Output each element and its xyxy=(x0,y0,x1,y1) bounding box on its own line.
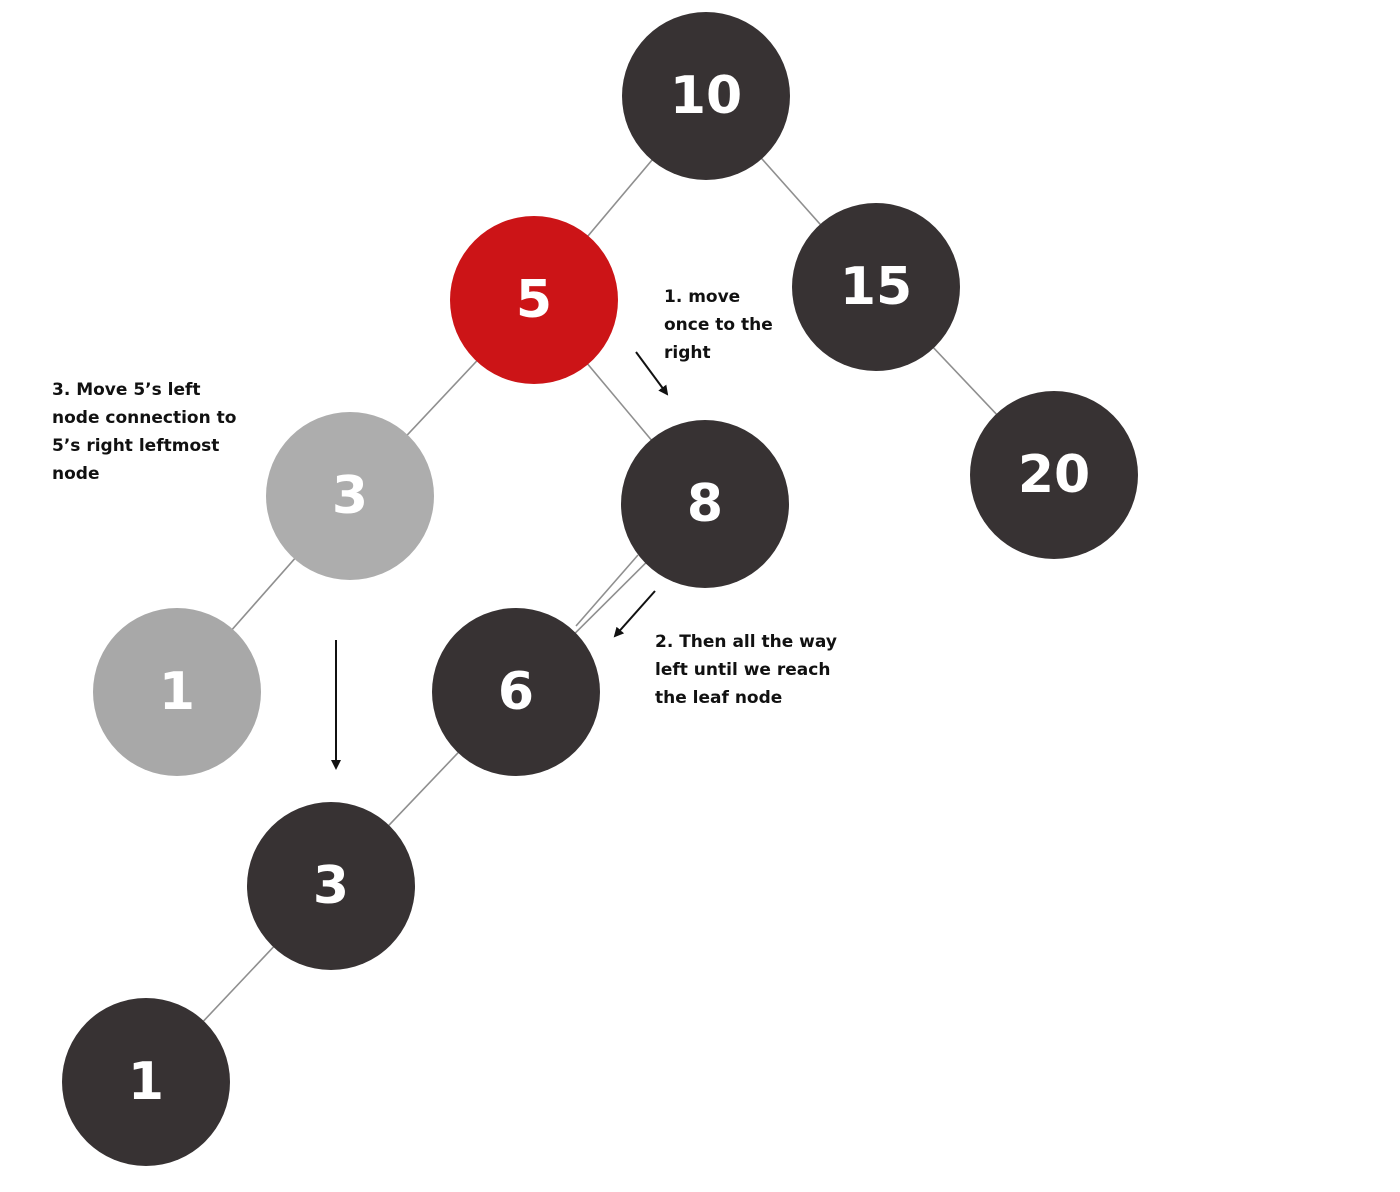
node-20-label: 20 xyxy=(1018,445,1090,505)
step3-line-2: node connection to xyxy=(52,408,236,428)
step1-line-1: 1. move xyxy=(664,287,740,307)
node-3-new-circle xyxy=(247,802,415,970)
step2-line-3: the leaf node xyxy=(655,688,782,708)
step2-annotation: 2. Then all the way left until we reach … xyxy=(655,632,837,708)
step1-arrow xyxy=(635,351,669,396)
step3-line-4: node xyxy=(52,464,99,484)
step3-annotation: 3. Move 5’s left node connection to 5’s … xyxy=(52,380,236,484)
step1-line-3: right xyxy=(664,343,711,363)
step1-annotation: 1. move once to the right xyxy=(664,287,773,363)
step2-line-1: 2. Then all the way xyxy=(655,632,837,652)
step1-line-2: once to the xyxy=(664,315,773,335)
node-6-label: 6 xyxy=(498,662,534,722)
node-10-label: 10 xyxy=(670,66,742,126)
node-15-circle xyxy=(792,203,960,371)
node-1-old-label: 1 xyxy=(159,662,195,722)
edge-8-6-outline xyxy=(575,554,639,627)
step2-arrow xyxy=(613,590,656,638)
node-6-circle xyxy=(432,608,600,776)
node-3-old-label: 3 xyxy=(332,466,368,526)
node-8: 8 xyxy=(621,420,789,588)
node-15: 15 xyxy=(792,203,960,371)
node-3-new-label: 3 xyxy=(313,856,349,916)
node-15-label: 15 xyxy=(840,257,912,317)
node-8-circle xyxy=(621,420,789,588)
node-1-old-circle xyxy=(93,608,261,776)
node-5-label: 5 xyxy=(516,270,552,330)
node-10-circle xyxy=(622,12,790,180)
node-1-new: 1 xyxy=(62,998,230,1166)
node-6: 6 xyxy=(432,608,600,776)
node-5: 5 xyxy=(450,216,618,384)
step3-line-1: 3. Move 5’s left xyxy=(52,380,201,400)
node-3-old-circle xyxy=(266,412,434,580)
node-8-label: 8 xyxy=(687,474,723,534)
node-3-new: 3 xyxy=(247,802,415,970)
node-10: 10 xyxy=(622,12,790,180)
node-1-new-circle xyxy=(62,998,230,1166)
step2-line-2: left until we reach xyxy=(655,660,830,680)
node-1-new-label: 1 xyxy=(128,1052,164,1112)
node-5-circle xyxy=(450,216,618,384)
node-3-old: 3 xyxy=(266,412,434,580)
node-20: 20 xyxy=(970,391,1138,559)
node-20-circle xyxy=(970,391,1138,559)
step3-line-3: 5’s right leftmost xyxy=(52,436,219,456)
node-1-old: 1 xyxy=(93,608,261,776)
